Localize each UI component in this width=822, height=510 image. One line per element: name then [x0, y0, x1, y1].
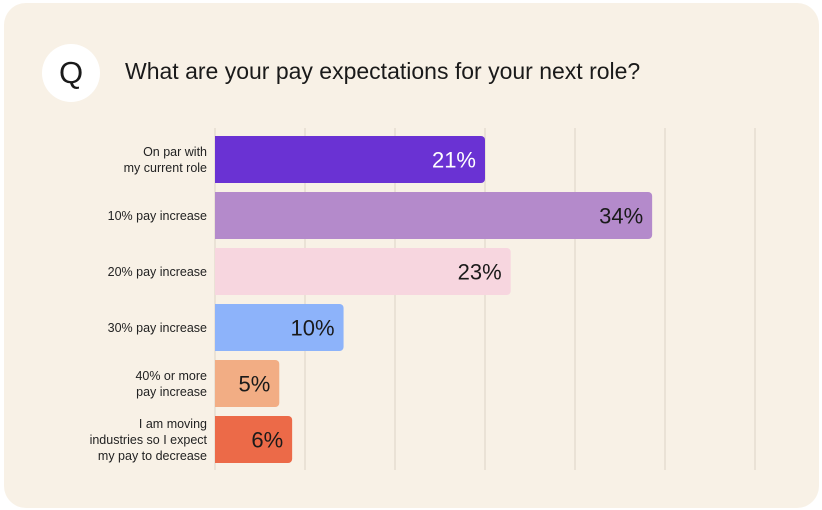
- value-label: 10%: [291, 316, 335, 341]
- category-label: 30% pay increase: [108, 320, 207, 336]
- category-label-line: I am moving: [138, 416, 207, 431]
- bars: [215, 136, 653, 463]
- chart-title: What are your pay expectations for your …: [125, 58, 641, 84]
- category-label: On par with my current role: [124, 144, 207, 176]
- bar-edge: [215, 192, 221, 239]
- category-label-line: my current role: [123, 160, 207, 175]
- category-label: I am moving industries so I expect my pay …: [90, 416, 207, 464]
- bar-edge: [215, 248, 221, 295]
- bar-edge: [215, 416, 221, 463]
- bar: [215, 192, 653, 239]
- category-label-line: 10% pay increase: [107, 208, 207, 223]
- value-label: 5%: [238, 372, 270, 397]
- category-label: 10% pay increase: [108, 208, 207, 224]
- bar: [215, 360, 280, 407]
- value-label: 23%: [458, 260, 502, 285]
- value-label: 6%: [251, 428, 283, 453]
- bar: [215, 304, 344, 351]
- category-label: 40% or more pay increase: [135, 368, 207, 400]
- value-labels: 21% 34% 23% 10% 5% 6%: [238, 148, 643, 453]
- bar: [215, 136, 485, 183]
- category-label-line: my pay to decrease: [97, 448, 207, 463]
- bar: [215, 248, 511, 295]
- bar-edge: [215, 304, 221, 351]
- category-label-line: 20% pay increase: [107, 264, 207, 279]
- bar-edge: [215, 136, 221, 183]
- category-label-line: industries so I expect: [89, 432, 207, 447]
- gridlines: [214, 128, 756, 470]
- category-label-line: On par with: [143, 144, 207, 159]
- category-label-line: 30% pay increase: [107, 320, 207, 335]
- category-label-line: 40% or more: [135, 368, 207, 383]
- question-badge: Q: [42, 44, 100, 102]
- value-label: 34%: [599, 204, 643, 229]
- category-label-line: pay increase: [136, 384, 207, 399]
- question-badge-letter: Q: [58, 55, 84, 90]
- bar-edge: [215, 360, 221, 407]
- category-label: 20% pay increase: [108, 264, 207, 280]
- bar: [215, 416, 293, 463]
- value-label: 21%: [432, 148, 476, 173]
